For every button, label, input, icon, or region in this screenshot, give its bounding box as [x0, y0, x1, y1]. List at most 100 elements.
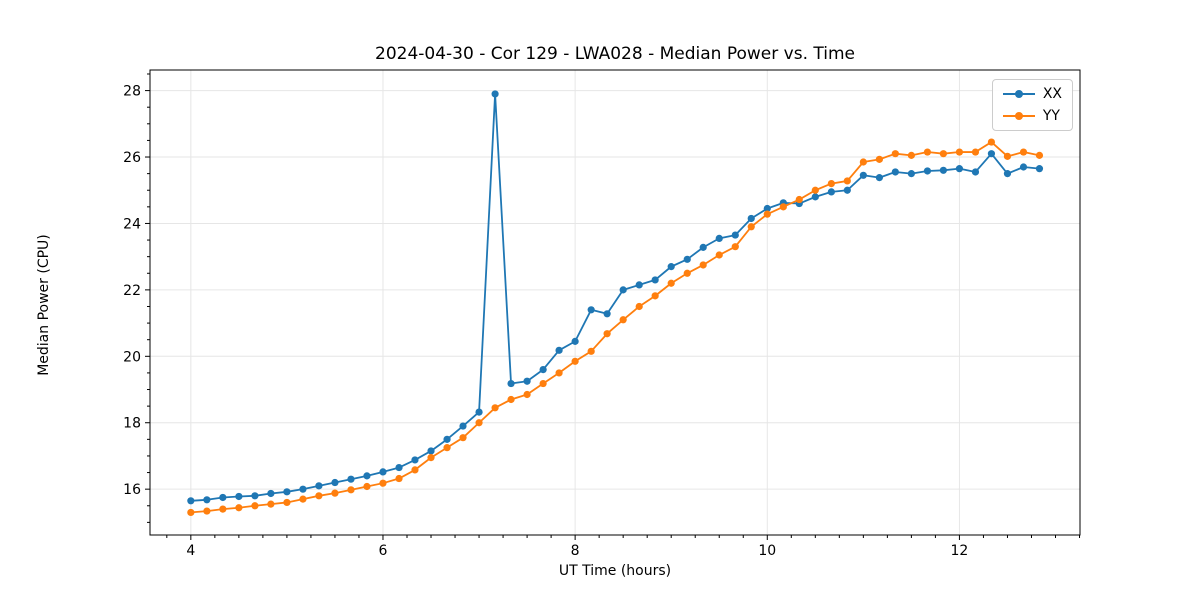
- chart-title: 2024-04-30 - Cor 129 - LWA028 - Median P…: [375, 44, 855, 64]
- series-YY-marker: [667, 279, 675, 287]
- y-tick-label: 20: [123, 349, 141, 365]
- series-XX-marker: [1035, 165, 1044, 173]
- series-XX-marker: [715, 234, 723, 242]
- series-XX-marker: [619, 286, 627, 294]
- series-YY-marker: [395, 474, 403, 483]
- series-XX-marker: [987, 150, 996, 158]
- legend-line-sample-yy: [1002, 111, 1035, 121]
- series-YY-marker: [267, 500, 275, 508]
- x-tick-label: 10: [758, 543, 776, 559]
- series-YY-marker: [859, 158, 867, 166]
- series-XX-marker: [459, 422, 467, 430]
- series-XX-marker: [731, 231, 739, 239]
- series-XX-marker: [667, 263, 675, 271]
- series-XX-marker: [859, 171, 867, 179]
- series-XX-marker: [1019, 163, 1028, 171]
- series-YY-marker: [971, 148, 980, 156]
- series-XX-marker: [827, 188, 835, 196]
- series-XX-marker: [523, 377, 531, 385]
- series-YY-marker: [363, 482, 371, 491]
- series-YY-marker: [555, 369, 563, 377]
- legend: XX YY: [991, 79, 1073, 131]
- series-YY-marker: [315, 492, 323, 500]
- x-tick-label: 8: [571, 543, 580, 559]
- legend-label-xx: XX: [1042, 86, 1062, 102]
- series-YY-marker: [715, 251, 723, 259]
- series-YY-marker: [427, 454, 435, 462]
- series-YY-marker: [619, 316, 627, 324]
- series-YY-line: [190, 141, 1040, 514]
- x-tick-label: 12: [951, 543, 969, 559]
- series-YY-marker: [763, 210, 771, 218]
- y-axis-label: Median Power (CPU): [36, 234, 52, 376]
- series-XX-marker: [923, 167, 932, 175]
- series-XX-marker: [443, 435, 451, 443]
- series-YY-marker: [283, 498, 291, 507]
- series-YY-marker: [571, 357, 579, 365]
- series-YY-marker: [251, 502, 259, 510]
- y-tick-label: 28: [123, 84, 141, 100]
- series-XX-marker: [891, 168, 899, 176]
- series-YY-marker: [219, 505, 227, 513]
- series-YY-marker: [379, 479, 387, 487]
- series-YY-marker: [875, 155, 883, 163]
- series-XX-marker: [747, 214, 755, 223]
- series-YY-marker: [987, 138, 996, 146]
- series-YY-marker: [731, 243, 739, 251]
- series-YY-marker: [491, 404, 499, 412]
- x-axis-label: UT Time (hours): [558, 563, 672, 579]
- legend-line-sample-xx: [1002, 89, 1035, 99]
- series-YY-marker: [843, 177, 851, 185]
- series-YY-marker: [299, 495, 307, 503]
- series-YY-marker: [187, 508, 195, 517]
- series-XX-marker: [699, 243, 707, 251]
- series-XX-marker: [763, 204, 771, 213]
- series-XX-marker: [347, 475, 355, 483]
- series-YY-marker: [1035, 151, 1044, 159]
- series-XX-marker: [971, 168, 980, 176]
- legend-item-yy: YY: [1002, 108, 1062, 124]
- series-XX-marker: [411, 456, 419, 464]
- series-YY-marker: [891, 150, 899, 158]
- axes-frame: [149, 69, 1081, 536]
- series-YY-marker: [795, 195, 803, 204]
- series-YY-marker: [539, 379, 547, 388]
- series-YY-marker: [923, 148, 932, 156]
- series-XX-marker: [235, 492, 243, 501]
- series-YY-marker: [347, 486, 355, 494]
- series-XX-marker: [811, 193, 819, 201]
- series-XX-marker: [555, 346, 563, 354]
- series-YY-marker: [651, 292, 659, 300]
- series-YY-marker: [411, 466, 419, 474]
- series-XX-marker: [491, 90, 499, 98]
- series-YY-marker: [459, 434, 467, 442]
- series-YY-marker: [587, 347, 595, 355]
- y-tick-label: 24: [123, 216, 141, 232]
- series-XX-marker: [603, 310, 611, 318]
- series-YY-marker: [699, 261, 707, 269]
- series-XX-marker: [187, 497, 195, 505]
- series-XX-marker: [219, 493, 227, 502]
- series-XX-marker: [1003, 170, 1012, 178]
- series-YY-marker: [475, 419, 483, 427]
- series-XX-marker: [363, 472, 371, 480]
- series-YY-marker: [443, 444, 451, 452]
- series-XX-marker: [251, 492, 259, 500]
- series-XX-marker: [635, 281, 643, 289]
- y-tick-label: 26: [123, 150, 141, 166]
- series-YY-marker: [235, 504, 243, 512]
- series-XX-marker: [587, 306, 595, 314]
- series-XX-marker: [955, 165, 964, 173]
- series-XX-marker: [571, 337, 579, 345]
- y-tick-label: 18: [123, 416, 141, 432]
- series-XX-marker: [379, 468, 387, 476]
- series-XX-marker: [843, 186, 851, 194]
- series-YY-marker: [827, 179, 835, 188]
- series-XX-marker: [507, 379, 515, 388]
- series-XX-marker: [683, 255, 691, 263]
- series-YY-marker: [507, 395, 515, 404]
- series-YY: [187, 138, 1044, 517]
- series-XX: [187, 90, 1044, 505]
